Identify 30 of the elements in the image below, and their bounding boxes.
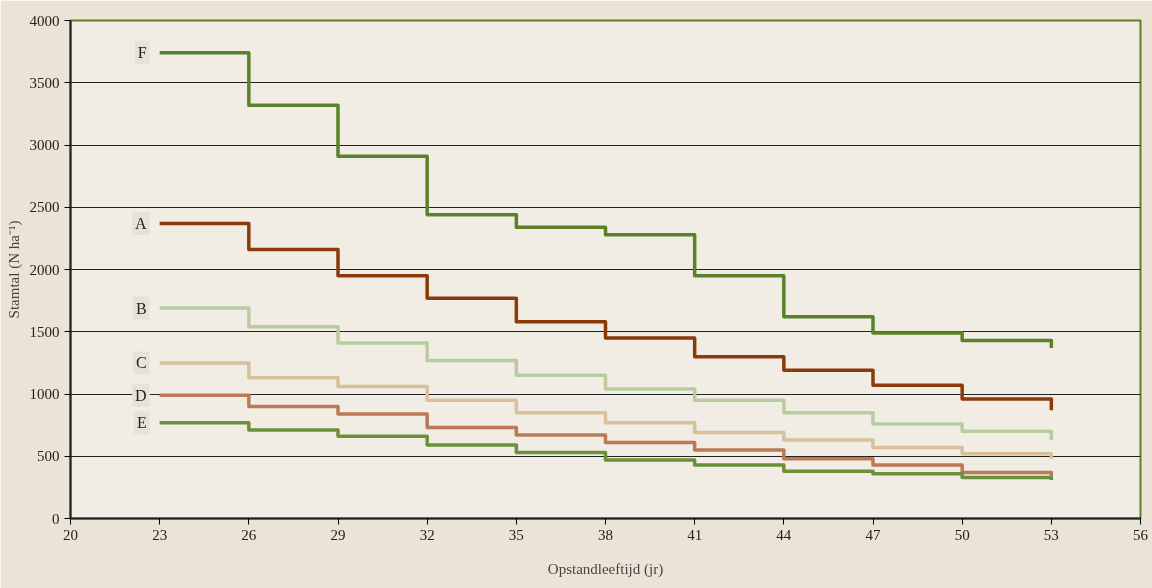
y-tick-label: 1500 <box>29 323 60 340</box>
x-tick-label: 50 <box>954 526 970 543</box>
series-label: B <box>135 299 147 317</box>
x-tick-label: 44 <box>776 526 792 543</box>
y-tick-label: 1000 <box>29 386 60 402</box>
y-tick-label: 0 <box>52 510 60 527</box>
x-tick-label: 35 <box>508 526 524 543</box>
series-label: C <box>135 354 147 372</box>
x-tick-label: 20 <box>63 526 78 543</box>
y-tick-label: 3500 <box>29 74 60 91</box>
x-tick-label: 41 <box>687 526 703 543</box>
x-tick-label: 26 <box>241 526 257 543</box>
y-axis-title: Stamtal (N ha⁻¹) <box>5 220 23 319</box>
x-tick-label: 38 <box>598 526 613 543</box>
y-tick-label: 2000 <box>29 261 60 278</box>
x-tick-label: 29 <box>330 526 346 543</box>
y-tick-label: 4000 <box>29 12 60 29</box>
series-label: E <box>136 414 147 432</box>
x-tick-label: 23 <box>152 526 168 543</box>
series-label: F <box>137 44 147 62</box>
x-tick-label: 32 <box>419 526 435 543</box>
y-tick-label: 500 <box>37 448 60 465</box>
x-tick-label: 53 <box>1043 526 1059 543</box>
y-tick-label: 3000 <box>29 137 60 153</box>
x-axis-title: Opstandleeftijd (jr) <box>547 560 664 578</box>
series-label: A <box>135 214 148 232</box>
series-label: D <box>135 386 147 404</box>
x-tick-label: 47 <box>865 526 881 543</box>
y-tick-label: 2500 <box>29 199 60 216</box>
x-tick-label: 56 <box>1133 526 1149 543</box>
